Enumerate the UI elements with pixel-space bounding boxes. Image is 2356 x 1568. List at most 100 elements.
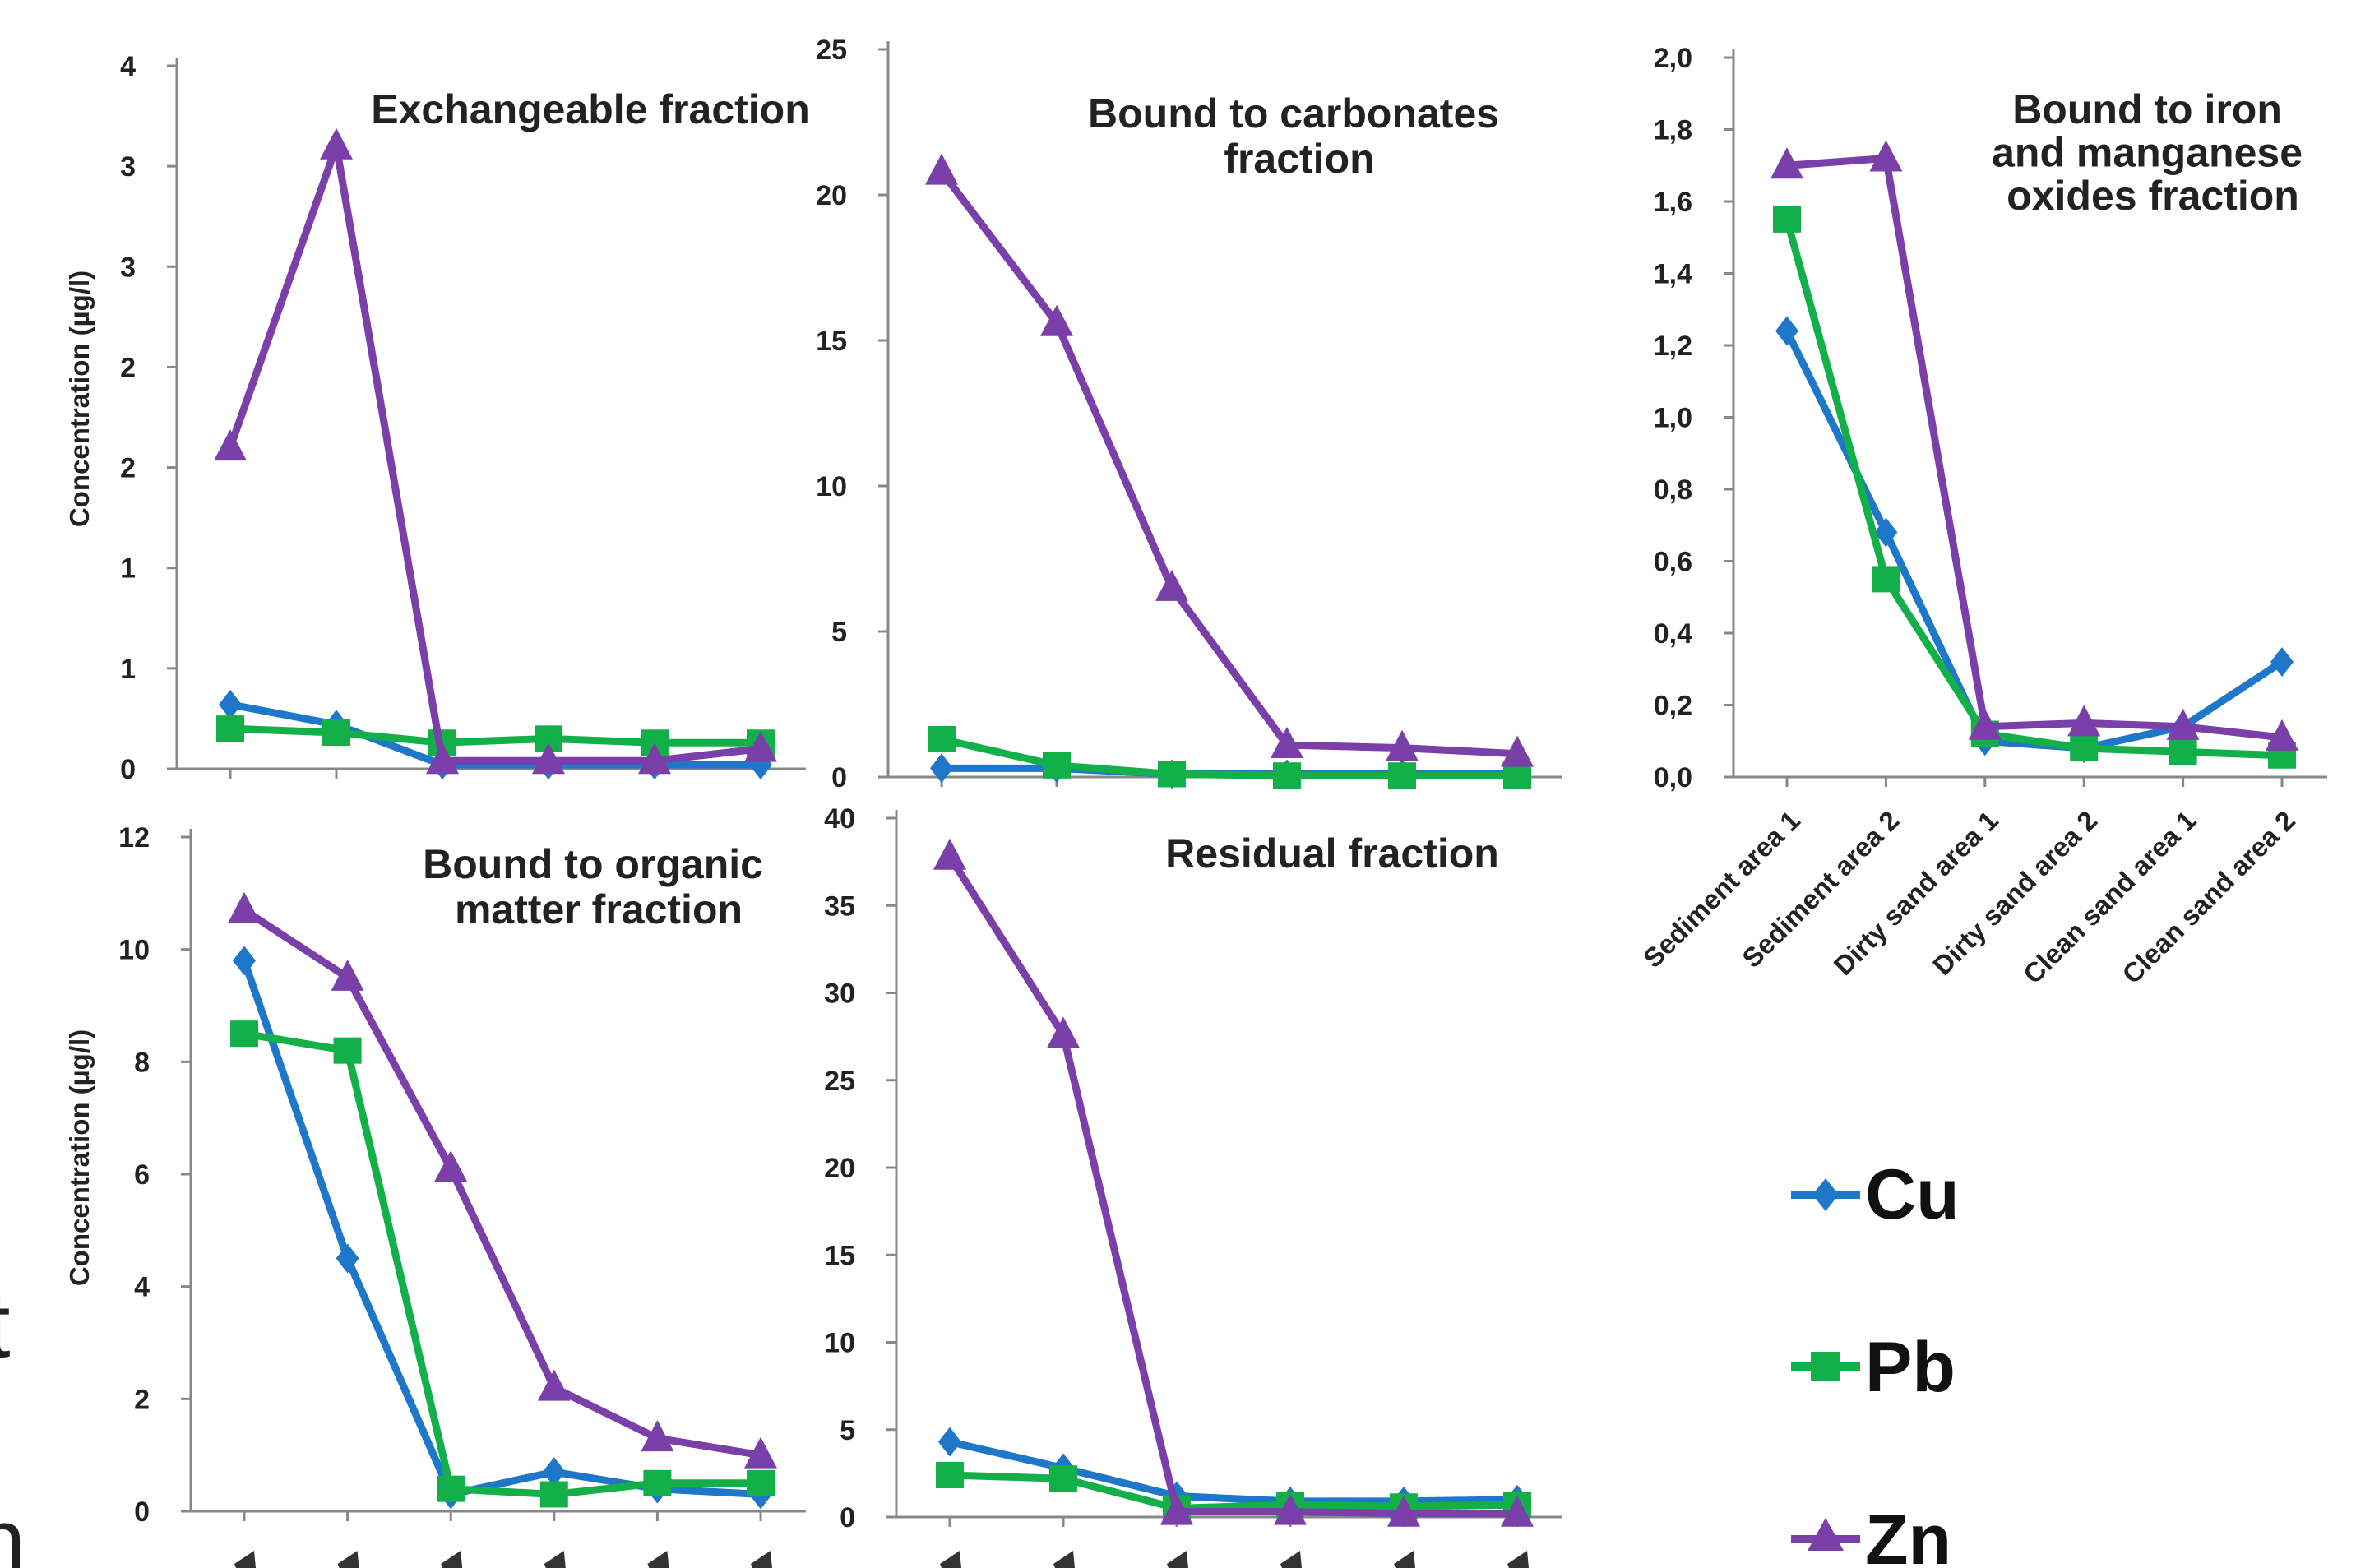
marker-cu-0 <box>930 753 953 784</box>
marker-cu-5 <box>2270 647 2294 677</box>
y-tick-label: 2 <box>134 1384 150 1415</box>
chart-title-line-2: fraction <box>1224 136 1374 182</box>
x-category-label-clipped <box>1280 1551 1302 1568</box>
marker-zn-4 <box>641 1420 674 1452</box>
marker-pb-2 <box>1158 761 1186 788</box>
chart-title-line-1: Bound to carbonates <box>1088 90 1499 136</box>
chart-title: Residual fraction <box>1165 830 1499 877</box>
y-tick-label: 5 <box>840 1415 855 1446</box>
y-tick-label: 1 <box>120 553 136 585</box>
y-tick-label: 3 <box>120 151 136 183</box>
marker-zn-2 <box>1968 708 2002 740</box>
y-tick-label: 8 <box>134 1047 150 1078</box>
marker-zn-2 <box>1155 569 1188 601</box>
marker-cu-0 <box>233 946 256 976</box>
marker-zn-4 <box>1387 1495 1420 1527</box>
chart-organic-matter: Bound to organic matter fraction Concent… <box>64 822 806 1568</box>
marker-zn-4 <box>638 742 671 775</box>
x-category-label-clipped <box>1507 1551 1529 1568</box>
marker-zn-1 <box>1040 304 1073 336</box>
y-tick-label: 0,2 <box>1654 691 1692 722</box>
marker-pb-4 <box>1388 762 1416 789</box>
y-tick-label: 40 <box>824 803 855 835</box>
y-tick-label: 1 <box>120 654 136 685</box>
chart-exchangeable: Exchangeable fraction Concentration (µg/… <box>64 51 810 785</box>
marker-zn-1 <box>1047 1016 1080 1048</box>
x-category-label-clipped <box>751 1551 772 1568</box>
marker-pb-3 <box>1273 762 1301 789</box>
legend-marker-pb <box>1811 1352 1840 1381</box>
marker-pb-0 <box>936 1462 964 1488</box>
marker-cu-0 <box>938 1427 961 1457</box>
series-line-cu <box>948 1438 1518 1506</box>
chart-iron-manganese-oxides: Bound to iron and manganese oxides fract… <box>1654 43 2327 793</box>
y-tick-label: 4 <box>120 51 136 82</box>
series-line-pb <box>1783 218 2283 760</box>
y-tick-label: 2 <box>120 453 136 484</box>
x-category-label-clipped <box>1394 1551 1415 1568</box>
marker-pb-4 <box>643 1469 672 1496</box>
series-line-cu <box>240 959 761 1498</box>
y-tick-label: 0,6 <box>1654 547 1692 578</box>
marker-zn-2 <box>1160 1493 1193 1525</box>
marker-zn-3 <box>1274 1493 1307 1525</box>
marker-zn-3 <box>1271 727 1303 759</box>
marker-zn-0 <box>214 429 247 461</box>
y-tick-label: 35 <box>824 890 855 922</box>
series-line-cu <box>229 701 761 769</box>
marker-pb-1 <box>1043 752 1071 779</box>
series-line-pb <box>941 735 1517 779</box>
chart-title: Bound to iron and manganese oxides fract… <box>1992 86 2314 219</box>
chart-title-line-2: and manganese <box>1992 130 2303 176</box>
legend-label-pb: Pb <box>1865 1328 1956 1407</box>
y-tick-label: 0 <box>840 1502 855 1533</box>
marker-zn-2 <box>426 742 459 775</box>
marker-pb-0 <box>230 1020 258 1048</box>
marker-pb-5 <box>747 1469 775 1496</box>
y-tick-label: 2 <box>120 352 136 383</box>
x-category-label-clipped <box>544 1551 566 1568</box>
marker-zn-5 <box>1501 735 1534 767</box>
series-line-pb <box>243 1029 761 1498</box>
chart-title-line-1: Bound to iron <box>2012 86 2282 132</box>
legend-label-zn: Zn <box>1865 1501 1951 1568</box>
y-tick-label: 0 <box>134 1496 150 1528</box>
x-category-label-clipped <box>940 1551 961 1568</box>
x-category-label-clipped <box>337 1551 359 1568</box>
marker-pb-2 <box>437 1475 465 1502</box>
marker-zn-5 <box>744 1436 777 1469</box>
x-category-label-clipped <box>647 1551 669 1568</box>
x-category-label-clipped <box>441 1551 463 1568</box>
marker-zn-5 <box>2266 719 2298 751</box>
chart-title-line-2: matter fraction <box>455 886 743 932</box>
marker-pb-4 <box>2169 738 2197 765</box>
series-line-zn <box>226 142 761 765</box>
y-tick-label: 6 <box>134 1159 150 1191</box>
marker-pb-1 <box>1872 566 1900 593</box>
stray-text-t: t <box>0 1275 11 1376</box>
marker-cu-3 <box>542 1457 566 1487</box>
x-category-label-clipped <box>234 1551 256 1568</box>
y-tick-label: 1,8 <box>1654 115 1692 146</box>
marker-zn-3 <box>2067 705 2101 737</box>
y-tick-label: 2,0 <box>1654 43 1692 74</box>
y-tick-label: 4 <box>134 1272 150 1303</box>
marker-zn-3 <box>532 742 565 775</box>
marker-zn-3 <box>537 1369 571 1401</box>
y-tick-label: 30 <box>824 978 855 1010</box>
y-tick-label: 0,0 <box>1654 762 1692 793</box>
y-tick-label: 12 <box>118 822 150 853</box>
marker-zn-4 <box>1386 729 1419 761</box>
x-category-label-clipped <box>1053 1551 1075 1568</box>
y-tick-label: 0,4 <box>1654 618 1692 650</box>
chart-title-line-3: oxides fraction <box>2007 173 2299 219</box>
marker-zn-0 <box>925 153 958 185</box>
y-tick-label: 1,0 <box>1654 403 1692 434</box>
y-tick-label: 1,2 <box>1654 331 1692 362</box>
marker-cu-1 <box>1874 517 1898 548</box>
series-line-zn <box>938 169 1518 758</box>
y-tick-label: 25 <box>824 1066 855 1097</box>
marker-zn-5 <box>744 730 777 762</box>
marker-zn-0 <box>1770 147 1803 179</box>
marker-zn-5 <box>1501 1495 1534 1527</box>
